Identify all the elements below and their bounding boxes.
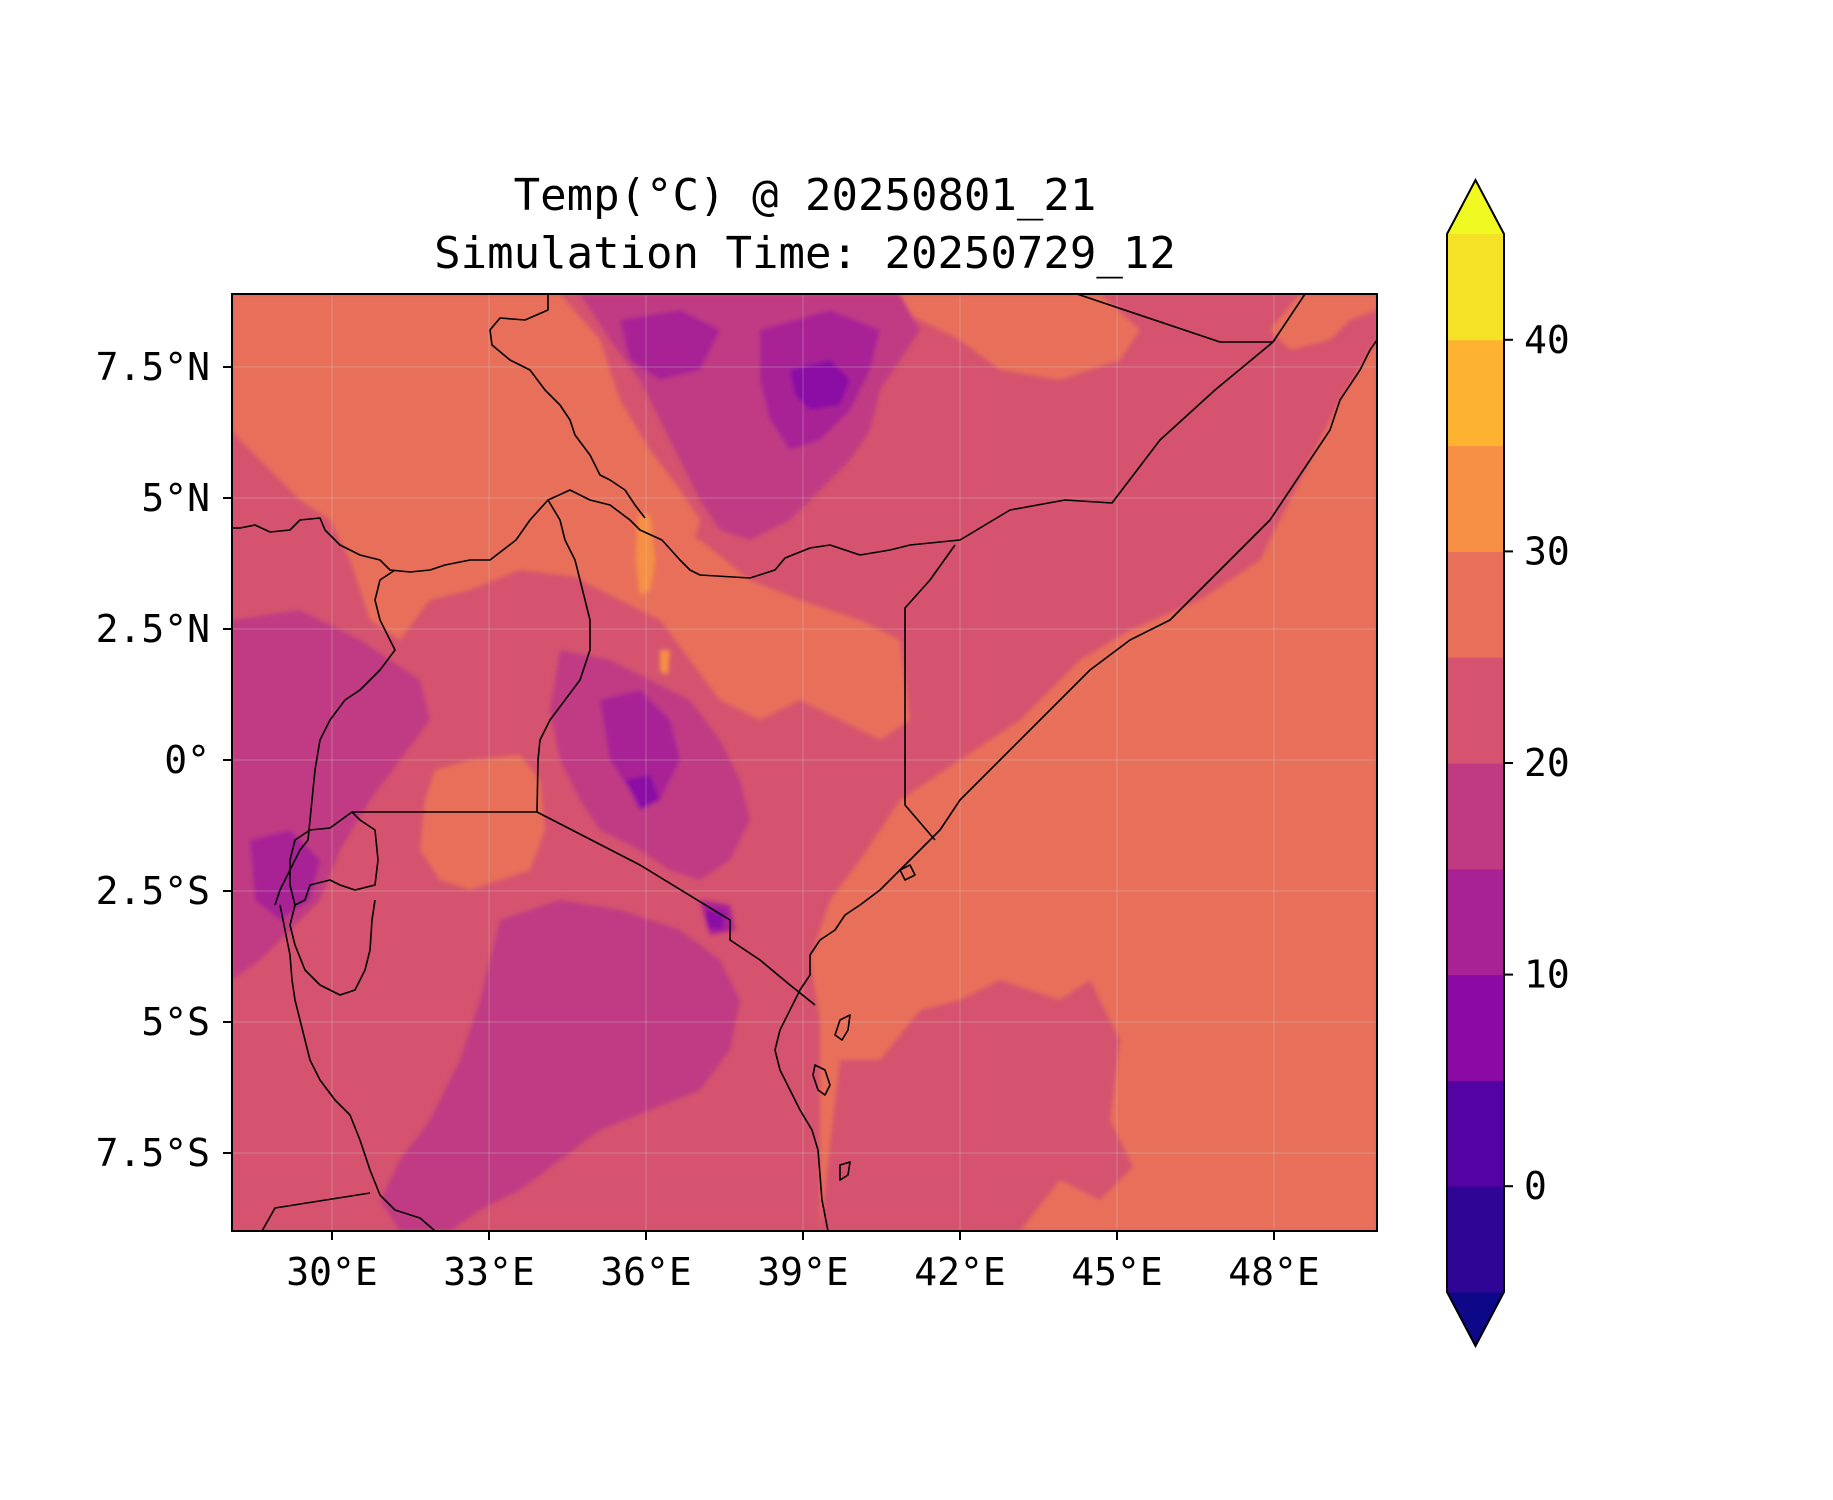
y-tick-label: 7.5°S — [96, 1131, 210, 1175]
gridlines — [232, 294, 1377, 1231]
colorbar-segment — [1447, 1080, 1504, 1187]
borders — [232, 294, 1377, 1231]
x-tick-label: 30°E — [286, 1250, 378, 1294]
colorbar-extend-max — [1447, 180, 1504, 234]
colorbar-segment — [1447, 868, 1504, 976]
colorbar-segment — [1447, 763, 1504, 870]
colorbar-tick-label: 30 — [1524, 529, 1570, 573]
x-tick-label: 39°E — [757, 1250, 849, 1294]
colorbar — [1446, 177, 1505, 1349]
y-axis — [223, 366, 232, 1154]
field-ocean-warm — [810, 294, 1377, 1231]
map-frame — [231, 293, 1378, 1232]
colorbar-segment — [1447, 974, 1504, 1081]
field-ethiopia-coldest — [790, 360, 850, 410]
field-hot-spot-2 — [660, 650, 670, 675]
y-tick-label: 2.5°S — [96, 869, 210, 913]
chart-title: Temp(°C) @ 20250801_21 — [514, 170, 1097, 221]
x-tick-label: 42°E — [914, 1250, 1006, 1294]
border-horn — [232, 341, 1274, 579]
border-uganda — [536, 499, 591, 813]
colorbar-outline — [1446, 177, 1505, 1349]
x-tick-label: 48°E — [1228, 1250, 1320, 1294]
field-kenya-colder — [600, 690, 680, 800]
border-uganda-west — [309, 569, 396, 821]
colorbar-tick-label: 40 — [1524, 318, 1570, 362]
field-horn-coast — [1270, 294, 1377, 350]
field-kenya-coldest — [625, 775, 660, 810]
y-tick-label: 5°N — [141, 476, 210, 520]
colorbar-segment — [1447, 657, 1504, 764]
border-tanzania-north — [352, 811, 816, 1006]
colorbar-segment — [1447, 234, 1504, 341]
field-ocean-lower — [820, 1120, 1377, 1231]
border-south-sudan-east — [489, 294, 646, 519]
y-tick-label: 2.5°N — [96, 607, 210, 651]
colorbar-tick-label: 20 — [1524, 741, 1570, 785]
y-tick-label: 0° — [164, 738, 210, 782]
colorbar-tick-label: 10 — [1524, 953, 1570, 997]
coastline — [774, 339, 1377, 1231]
field-ethiopia-colder-2 — [620, 310, 720, 380]
colorbar-segment — [1447, 551, 1504, 658]
x-axis — [331, 1231, 1275, 1240]
colorbar-extend-min — [1447, 1292, 1504, 1346]
island-zanzibar — [812, 1064, 831, 1096]
border-kenya-somalia — [904, 544, 956, 841]
field-tanzania-cool — [380, 900, 740, 1231]
map-panel — [232, 294, 1377, 1231]
x-tick-label: 36°E — [600, 1250, 692, 1294]
x-tick-label: 45°E — [1071, 1250, 1163, 1294]
field-lake-victoria — [420, 755, 545, 890]
x-tick-label: 33°E — [443, 1250, 535, 1294]
border-lake-tanganyika — [279, 904, 436, 1231]
border-ethiopia-somalia — [1076, 294, 1306, 343]
border-west-rift — [274, 819, 311, 906]
island-mafia — [839, 1161, 851, 1181]
island-pemba — [834, 1014, 851, 1041]
colorbar-segment — [1447, 339, 1504, 447]
colorbar-tick-label: 0 — [1524, 1164, 1547, 1208]
border-zambia — [261, 1192, 371, 1231]
colorbar-ticks: 0 10 20 30 40 — [1504, 318, 1570, 1208]
field-tanzania-cool-2 — [560, 1030, 660, 1110]
field-rwanda-colder — [250, 830, 320, 920]
y-tick-label: 5°S — [141, 1000, 210, 1044]
lamu-islands — [899, 864, 916, 881]
field-kili-coldest — [705, 910, 725, 930]
chart-subtitle: Simulation Time: 20250729_12 — [434, 228, 1176, 279]
border-rwanda-burundi — [289, 811, 379, 906]
field-somali-plateau-warm — [860, 294, 1140, 380]
border-burundi-south — [289, 899, 376, 996]
y-tick-label: 7.5°N — [96, 345, 210, 389]
colorbar-segment — [1447, 445, 1504, 552]
colorbar-segment — [1447, 1186, 1504, 1293]
